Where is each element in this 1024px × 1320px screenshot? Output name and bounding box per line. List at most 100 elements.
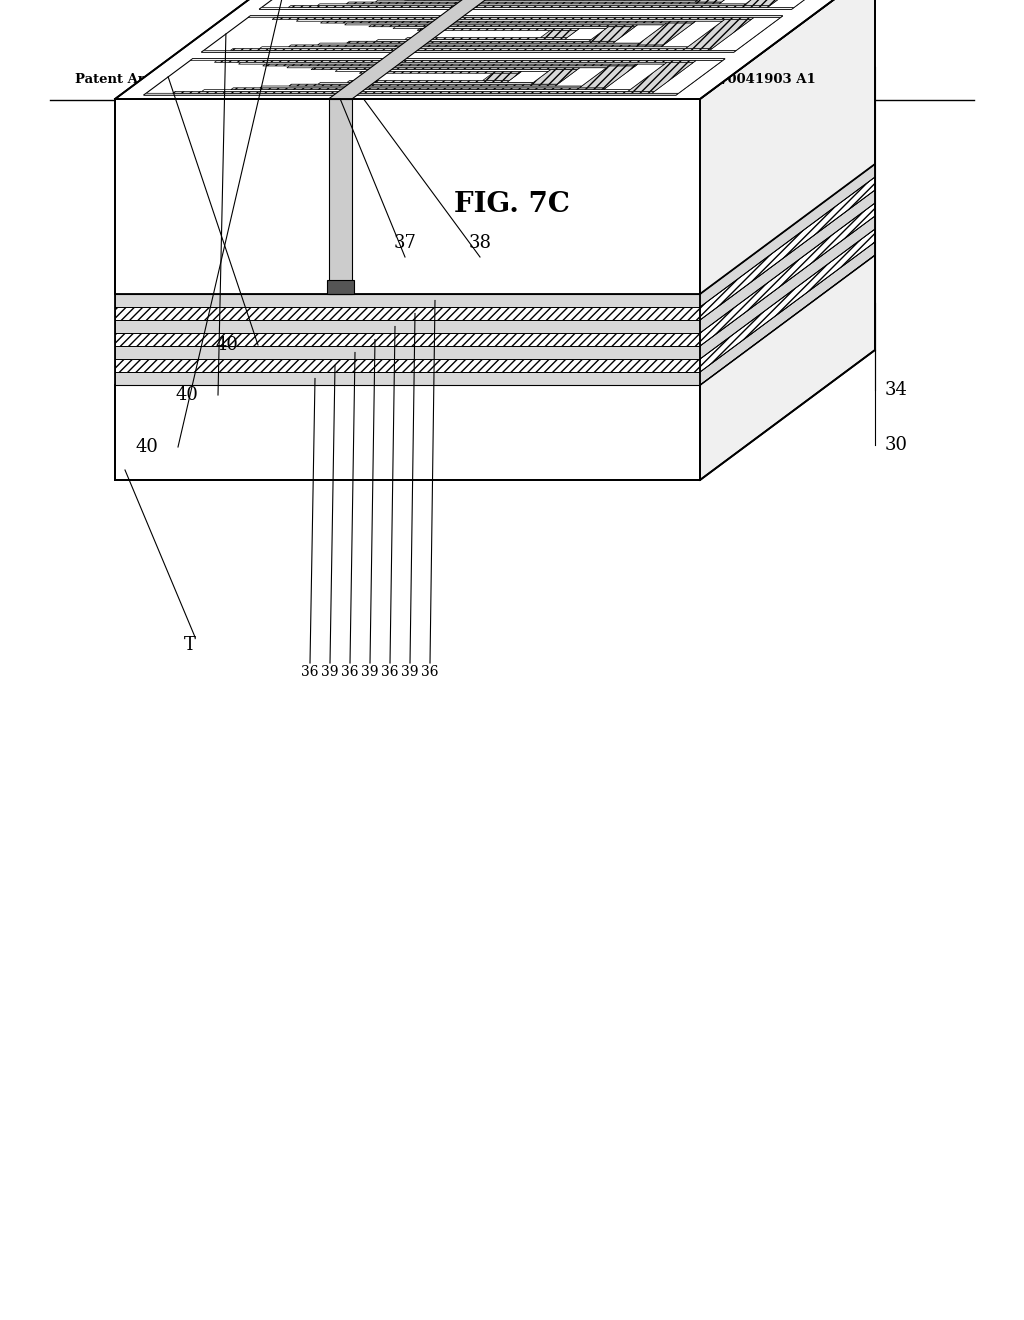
Polygon shape (335, 70, 551, 71)
Polygon shape (329, 99, 352, 294)
Polygon shape (700, 203, 874, 346)
Polygon shape (259, 0, 841, 9)
Polygon shape (695, 0, 751, 3)
Text: 39: 39 (322, 665, 339, 678)
Polygon shape (700, 228, 874, 372)
Polygon shape (376, 40, 591, 41)
Polygon shape (369, 25, 637, 26)
Polygon shape (507, 71, 548, 82)
Polygon shape (263, 65, 638, 66)
Polygon shape (214, 61, 696, 62)
Text: Feb. 12, 2015  Sheet 20 of 40: Feb. 12, 2015 Sheet 20 of 40 (365, 74, 582, 87)
Polygon shape (719, 0, 780, 4)
Text: 40: 40 (135, 438, 158, 455)
Polygon shape (700, 164, 874, 308)
Polygon shape (311, 67, 580, 70)
Polygon shape (115, 308, 700, 319)
Polygon shape (652, 61, 723, 94)
Polygon shape (346, 3, 722, 4)
Polygon shape (555, 67, 606, 86)
Polygon shape (318, 82, 534, 84)
Polygon shape (347, 41, 615, 44)
Text: 38: 38 (469, 234, 492, 252)
Polygon shape (296, 20, 725, 21)
Polygon shape (288, 5, 770, 8)
Polygon shape (603, 65, 665, 90)
Polygon shape (700, 190, 874, 333)
Polygon shape (230, 88, 606, 90)
Text: 40: 40 (215, 337, 238, 354)
Polygon shape (190, 58, 725, 61)
Text: 34: 34 (885, 381, 908, 399)
Polygon shape (202, 50, 736, 53)
Text: US 2015/0041903 A1: US 2015/0041903 A1 (660, 74, 816, 87)
Polygon shape (289, 84, 558, 86)
Polygon shape (580, 66, 635, 88)
Text: 39: 39 (361, 665, 379, 678)
Polygon shape (662, 21, 722, 46)
Polygon shape (482, 73, 519, 81)
Text: 36: 36 (381, 665, 398, 678)
Polygon shape (260, 86, 582, 88)
Text: Patent Application Publication: Patent Application Publication (75, 74, 302, 87)
Text: 30: 30 (885, 436, 908, 454)
Polygon shape (700, 177, 874, 319)
Polygon shape (767, 0, 838, 8)
Polygon shape (359, 71, 521, 73)
Polygon shape (327, 280, 354, 294)
Polygon shape (239, 62, 667, 65)
Polygon shape (259, 46, 688, 49)
Text: T: T (184, 636, 196, 653)
Text: 36: 36 (301, 665, 318, 678)
Polygon shape (329, 0, 527, 99)
Polygon shape (700, 216, 874, 359)
Polygon shape (230, 49, 712, 50)
Polygon shape (202, 16, 782, 53)
Text: 40: 40 (175, 385, 198, 404)
Polygon shape (143, 94, 679, 95)
Polygon shape (376, 0, 697, 3)
Polygon shape (685, 20, 752, 49)
Polygon shape (710, 17, 780, 50)
Polygon shape (700, 255, 874, 480)
Polygon shape (173, 91, 654, 94)
Polygon shape (115, 0, 874, 99)
Text: 39: 39 (401, 665, 419, 678)
Polygon shape (628, 62, 693, 91)
Polygon shape (272, 17, 754, 20)
Polygon shape (115, 99, 700, 294)
Polygon shape (202, 90, 630, 91)
Polygon shape (531, 70, 578, 84)
Polygon shape (259, 8, 794, 9)
Polygon shape (637, 22, 693, 45)
Polygon shape (115, 385, 700, 480)
Polygon shape (743, 0, 809, 5)
Polygon shape (115, 346, 700, 359)
Polygon shape (347, 81, 509, 82)
Text: FIG. 7C: FIG. 7C (454, 191, 570, 219)
Polygon shape (115, 319, 700, 333)
Text: 37: 37 (393, 234, 417, 252)
Polygon shape (345, 22, 667, 25)
Polygon shape (700, 0, 874, 294)
Polygon shape (541, 30, 577, 38)
Polygon shape (115, 372, 700, 385)
Polygon shape (115, 333, 700, 346)
Polygon shape (143, 58, 725, 95)
Polygon shape (317, 4, 745, 5)
Polygon shape (289, 45, 664, 46)
Text: 36: 36 (341, 665, 358, 678)
Polygon shape (417, 29, 580, 30)
Polygon shape (589, 26, 635, 41)
Polygon shape (115, 359, 700, 372)
Polygon shape (317, 44, 640, 45)
Polygon shape (115, 294, 700, 308)
Polygon shape (404, 38, 567, 40)
Polygon shape (564, 29, 606, 40)
Text: 36: 36 (421, 665, 438, 678)
Polygon shape (321, 21, 695, 22)
Polygon shape (287, 66, 608, 67)
Polygon shape (613, 25, 664, 44)
Polygon shape (700, 242, 874, 385)
Polygon shape (248, 16, 782, 17)
